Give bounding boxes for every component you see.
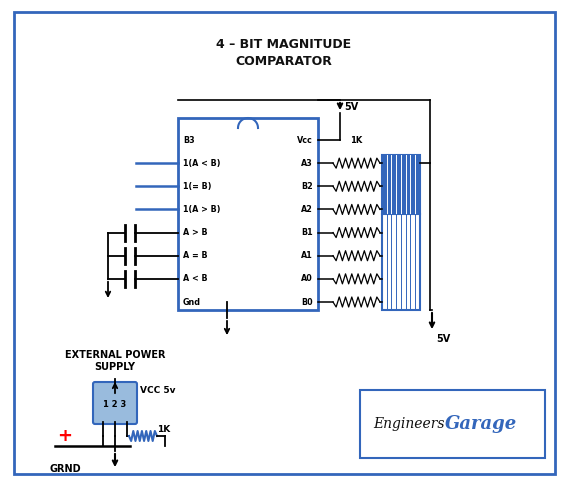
Text: 5V: 5V [436, 334, 450, 344]
Text: A = B: A = B [183, 251, 208, 260]
Text: 4 – BIT MAGNITUDE
COMPARATOR: 4 – BIT MAGNITUDE COMPARATOR [216, 38, 352, 68]
Text: Vcc: Vcc [297, 136, 313, 144]
Text: Engineers: Engineers [374, 417, 445, 431]
Bar [178, 118, 318, 310]
Text: A0: A0 [301, 275, 313, 283]
Bar [382, 155, 420, 214]
Text: B3: B3 [183, 136, 195, 144]
Text: 5V: 5V [344, 102, 358, 112]
Text: A < B: A < B [183, 275, 208, 283]
Text: A1: A1 [301, 251, 313, 260]
Text: B2: B2 [301, 182, 313, 191]
Text: A2: A2 [301, 205, 313, 214]
Text: VCC 5v: VCC 5v [140, 385, 175, 395]
Text: Garage: Garage [445, 415, 517, 433]
Text: B0: B0 [302, 297, 313, 307]
Text: Gnd: Gnd [183, 297, 201, 307]
Text: A3: A3 [301, 158, 313, 168]
Text: 1(A > B): 1(A > B) [183, 205, 221, 214]
Text: 1 2 3: 1 2 3 [104, 400, 127, 409]
Text: 1(= B): 1(= B) [183, 182, 212, 191]
FancyBboxPatch shape [93, 382, 137, 424]
Text: GRND: GRND [49, 464, 81, 474]
Bar [382, 214, 420, 310]
Bar [360, 390, 545, 458]
Text: A > B: A > B [183, 228, 208, 237]
Text: B1: B1 [302, 228, 313, 237]
Text: +: + [57, 427, 72, 445]
Text: 1K: 1K [157, 424, 170, 434]
Text: 1K: 1K [351, 136, 362, 145]
Text: EXTERNAL POWER
SUPPLY: EXTERNAL POWER SUPPLY [65, 350, 165, 372]
Text: 1(A < B): 1(A < B) [183, 158, 221, 168]
